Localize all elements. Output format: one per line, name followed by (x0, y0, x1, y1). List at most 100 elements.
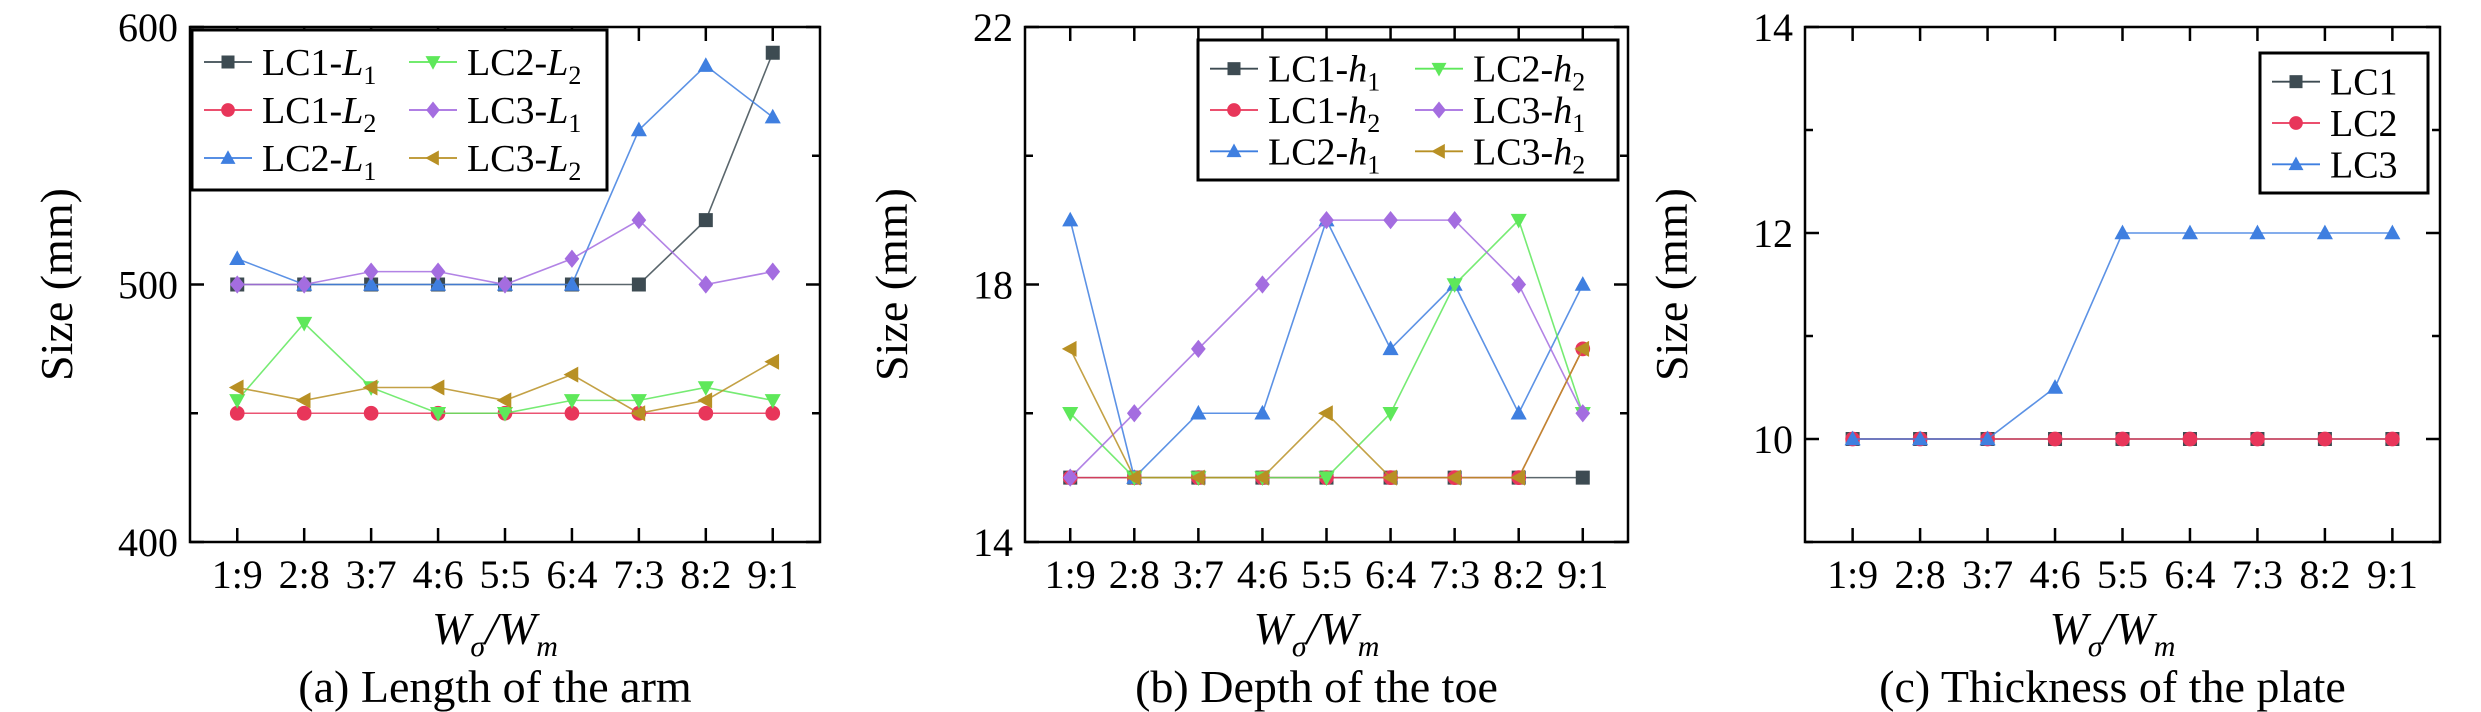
data-point (497, 275, 513, 294)
y-tick-label: 22 (973, 5, 1013, 50)
legend-label: LC2-h1 (1268, 131, 1380, 179)
x-tick-label: 5:5 (2097, 552, 2148, 597)
legend-marker (2288, 156, 2304, 171)
series-6 (1061, 340, 1590, 486)
legend-item: LC3-L1 (409, 90, 581, 138)
legend-item: LC2-L2 (409, 42, 581, 90)
data-point (496, 406, 514, 422)
data-point (1510, 213, 1527, 229)
legend-marker (220, 150, 236, 164)
data-point (229, 394, 246, 409)
data-point (1318, 405, 1333, 422)
x-tick-label: 8:2 (680, 552, 731, 597)
data-point (2046, 379, 2064, 394)
legend-marker (425, 150, 439, 166)
chart-panel-3: 10 12 14 1:9 2:8 3:7 4:6 5:5 6:4 7:3 8:2 9:1 Size (m… (1646, 5, 2442, 712)
data-point (296, 405, 312, 421)
series-line (1069, 218, 1584, 479)
legend-item: LC3-h2 (1415, 131, 1585, 179)
x-tick-label: 7:3 (2232, 552, 2283, 597)
y-tick-label: 14 (1753, 5, 1793, 50)
data-point (2385, 431, 2400, 447)
series-line (237, 361, 774, 415)
data-point (765, 262, 781, 281)
data-point (2114, 224, 2131, 240)
legend-label: LC2 (2330, 103, 2398, 145)
y-axis-label: Size (mm) (866, 188, 917, 381)
data-point (1062, 468, 1078, 487)
data-point (1255, 275, 1270, 294)
legend-marker (1431, 143, 1445, 159)
data-point (697, 381, 714, 396)
x-tick-label: 4:6 (413, 552, 464, 597)
legend-item: LC1-L1 (204, 42, 376, 90)
data-point (1382, 406, 1399, 422)
data-point (363, 405, 379, 421)
legend-box (1196, 38, 1620, 182)
data-point (1191, 339, 1206, 358)
data-point (2182, 431, 2198, 447)
data-point (1319, 211, 1334, 230)
series-5 (1062, 211, 1591, 487)
data-point (1382, 340, 1399, 356)
data-point (1062, 211, 1079, 227)
series-line (1852, 232, 2393, 440)
legend-label: LC2-L2 (467, 42, 581, 90)
legend-marker (1432, 101, 1446, 119)
y-axis-label: Size (mm) (31, 188, 82, 381)
data-point (2316, 224, 2333, 240)
series-6 (228, 353, 780, 422)
legend-item: LC2-L1 (204, 138, 376, 186)
data-point (1062, 406, 1079, 422)
data-point (1510, 469, 1526, 486)
legend-marker (221, 55, 235, 69)
data-point (2250, 431, 2265, 447)
legend-item: LC1-h2 (1210, 90, 1380, 138)
x-tick-label: 7:3 (1429, 552, 1480, 597)
y-tick-label: 18 (973, 263, 1013, 308)
data-point (1254, 404, 1271, 420)
data-point (1061, 340, 1077, 357)
x-axis-label: Wσ/Wm (1254, 603, 1380, 663)
y-tick-label: 14 (973, 520, 1013, 565)
x-tick-label: 9:1 (747, 552, 798, 597)
data-point (1574, 276, 1591, 291)
legend-label: LC1 (2330, 62, 2398, 104)
data-point (764, 394, 781, 409)
legend-label: LC1-h1 (1268, 49, 1380, 97)
x-tick-label: 3:7 (346, 552, 397, 597)
data-point (563, 394, 580, 409)
legend-label: LC3-L1 (467, 90, 581, 138)
data-point (2249, 224, 2266, 240)
x-tick-label: 4:6 (1237, 552, 1288, 597)
legend-label: LC3-L2 (467, 138, 581, 186)
legend-marker (1227, 62, 1241, 76)
legend-item: LC1 (2272, 62, 2398, 104)
data-point (2047, 431, 2063, 447)
data-point (1189, 469, 1205, 486)
data-point (765, 405, 781, 421)
y-tick-label: 600 (118, 5, 178, 50)
data-point (1979, 430, 1996, 446)
legend-item: LC1-L2 (204, 90, 376, 138)
x-axis-label: Wσ/Wm (2050, 603, 2176, 663)
series-line (1069, 218, 1584, 480)
data-point (2384, 224, 2401, 240)
data-point (630, 121, 647, 137)
data-point (430, 406, 447, 422)
data-point (1382, 469, 1397, 486)
legend-marker (425, 56, 441, 70)
x-tick-label: 6:4 (1365, 552, 1416, 597)
data-point (229, 275, 245, 294)
data-point (697, 57, 714, 72)
legend-label: LC1-h2 (1268, 90, 1380, 138)
data-point (296, 275, 312, 294)
x-tick-label: 9:1 (1557, 552, 1608, 597)
legend-item: LC2-h2 (1415, 49, 1585, 97)
legend-item: LC3-h1 (1415, 90, 1585, 138)
data-point (296, 316, 313, 332)
data-point (1190, 404, 1207, 420)
data-point (1383, 211, 1398, 230)
data-point (1447, 211, 1462, 230)
